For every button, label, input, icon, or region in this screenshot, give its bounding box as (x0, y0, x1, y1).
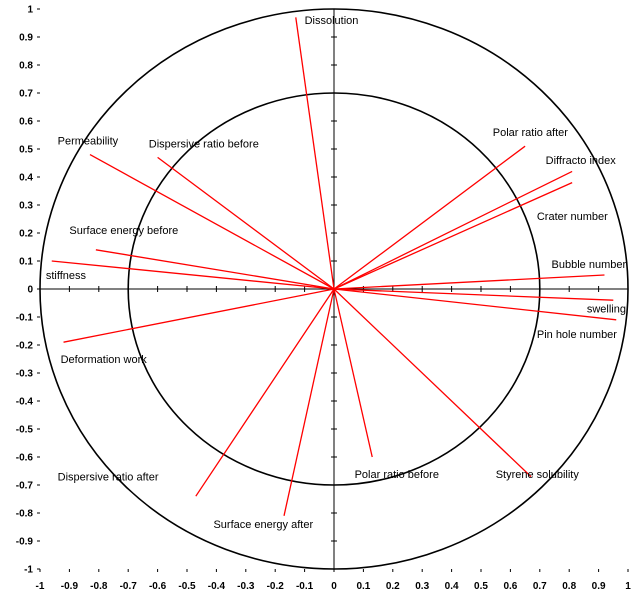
x-tick-label: -0.1 (296, 581, 314, 592)
vector-pin-hole-number (333, 288, 617, 321)
vector-dispersive-ratio-after (195, 288, 335, 497)
y-tick-label: -0.6 (16, 453, 34, 464)
y-tick-label: 0.3 (19, 201, 33, 212)
y-tick-label: 0 (27, 285, 33, 296)
label-surface-energy-before: Surface energy before (69, 225, 178, 237)
y-tick-label: 0.9 (19, 33, 33, 44)
y-tick-label: 0.8 (19, 61, 33, 72)
x-tick-label: 0.1 (356, 581, 370, 592)
x-tick-label: 0.3 (415, 581, 429, 592)
label-stiffness: stiffness (46, 270, 87, 282)
label-swelling: swelling (587, 304, 626, 316)
x-tick-label: -0.2 (267, 581, 285, 592)
y-tick-label: -0.4 (16, 397, 34, 408)
vector-dissolution (295, 17, 335, 290)
x-tick-label: 1 (625, 581, 631, 592)
vector-deformation-work (63, 288, 335, 343)
label-crater-number: Crater number (537, 211, 608, 223)
x-tick-label: 0.6 (503, 581, 517, 592)
x-tick-label: -0.9 (61, 581, 79, 592)
label-permeability: Permeability (58, 136, 119, 148)
y-tick-label: 0.1 (19, 257, 33, 268)
vector-dispersive-ratio-before (157, 156, 335, 290)
x-tick-label: -0.7 (120, 581, 138, 592)
label-surface-energy-after: Surface energy after (213, 519, 313, 531)
vector-stiffness (51, 260, 335, 290)
label-polar-ratio-after: Polar ratio after (493, 127, 569, 139)
y-tick-label: -1 (24, 565, 33, 576)
vector-polar-ratio-before (333, 288, 373, 458)
y-tick-label: -0.2 (16, 341, 34, 352)
label-dissolution: Dissolution (305, 15, 359, 27)
label-dispersive-ratio-after: Dispersive ratio after (58, 472, 159, 484)
vectors-layer (51, 17, 617, 516)
vector-polar-ratio-after (333, 145, 526, 290)
x-tick-label: -0.5 (178, 581, 196, 592)
vector-diffracto-index (333, 170, 573, 290)
y-tick-label: -0.5 (16, 425, 34, 436)
label-deformation-work: Deformation work (61, 354, 148, 366)
y-tick-label: -0.3 (16, 369, 34, 380)
y-tick-label: 1 (27, 5, 33, 16)
y-tick-label: 0.5 (19, 145, 33, 156)
x-tick-label: -1 (36, 581, 45, 592)
label-dispersive-ratio-before: Dispersive ratio before (149, 138, 259, 150)
vector-styrene-solubility (333, 288, 532, 478)
x-tick-label: -0.6 (149, 581, 167, 592)
x-tick-label: 0.8 (562, 581, 576, 592)
y-tick-label: -0.7 (16, 481, 34, 492)
vector-swelling (333, 288, 614, 301)
x-tick-label: 0.7 (533, 581, 547, 592)
x-tick-label: -0.3 (237, 581, 255, 592)
vector-surface-energy-before (95, 249, 335, 290)
vector-permeability (89, 154, 335, 290)
vector-bubble-number (333, 274, 605, 290)
x-tick-label: -0.8 (90, 581, 108, 592)
x-tick-label: 0.4 (445, 581, 459, 592)
x-tick-label: -0.4 (208, 581, 226, 592)
vector-surface-energy-after (283, 288, 335, 516)
label-pin-hole-number: Pin hole number (537, 329, 617, 341)
label-bubble-number: Bubble number (552, 259, 627, 271)
label-polar-ratio-before: Polar ratio before (355, 469, 439, 481)
vector-crater-number (333, 182, 573, 290)
labels-layer: Dissolution Permeability Dispersive ratio … (46, 15, 627, 531)
axes-layer: 1 0.9 0.8 0.7 0.6 0.5 0.4 0.3 0.2 0.1 0 -0.1 -0.2 -0.… (16, 5, 631, 593)
y-tick-label: -0.9 (16, 537, 34, 548)
label-diffracto-index: Diffracto index (546, 155, 617, 167)
y-tick-label: -0.8 (16, 509, 34, 520)
x-tick-label: 0.5 (474, 581, 488, 592)
x-tick-label: 0.2 (386, 581, 400, 592)
y-tick-label: -0.1 (16, 313, 34, 324)
x-tick-label: 0 (331, 581, 337, 592)
y-tick-label: 0.6 (19, 117, 33, 128)
y-tick-label: 0.4 (19, 173, 33, 184)
x-tick-label: 0.9 (592, 581, 606, 592)
y-tick-label: 0.7 (19, 89, 33, 100)
y-tick-label: 0.2 (19, 229, 33, 240)
label-styrene-solubility: Styrene solubility (496, 469, 580, 481)
